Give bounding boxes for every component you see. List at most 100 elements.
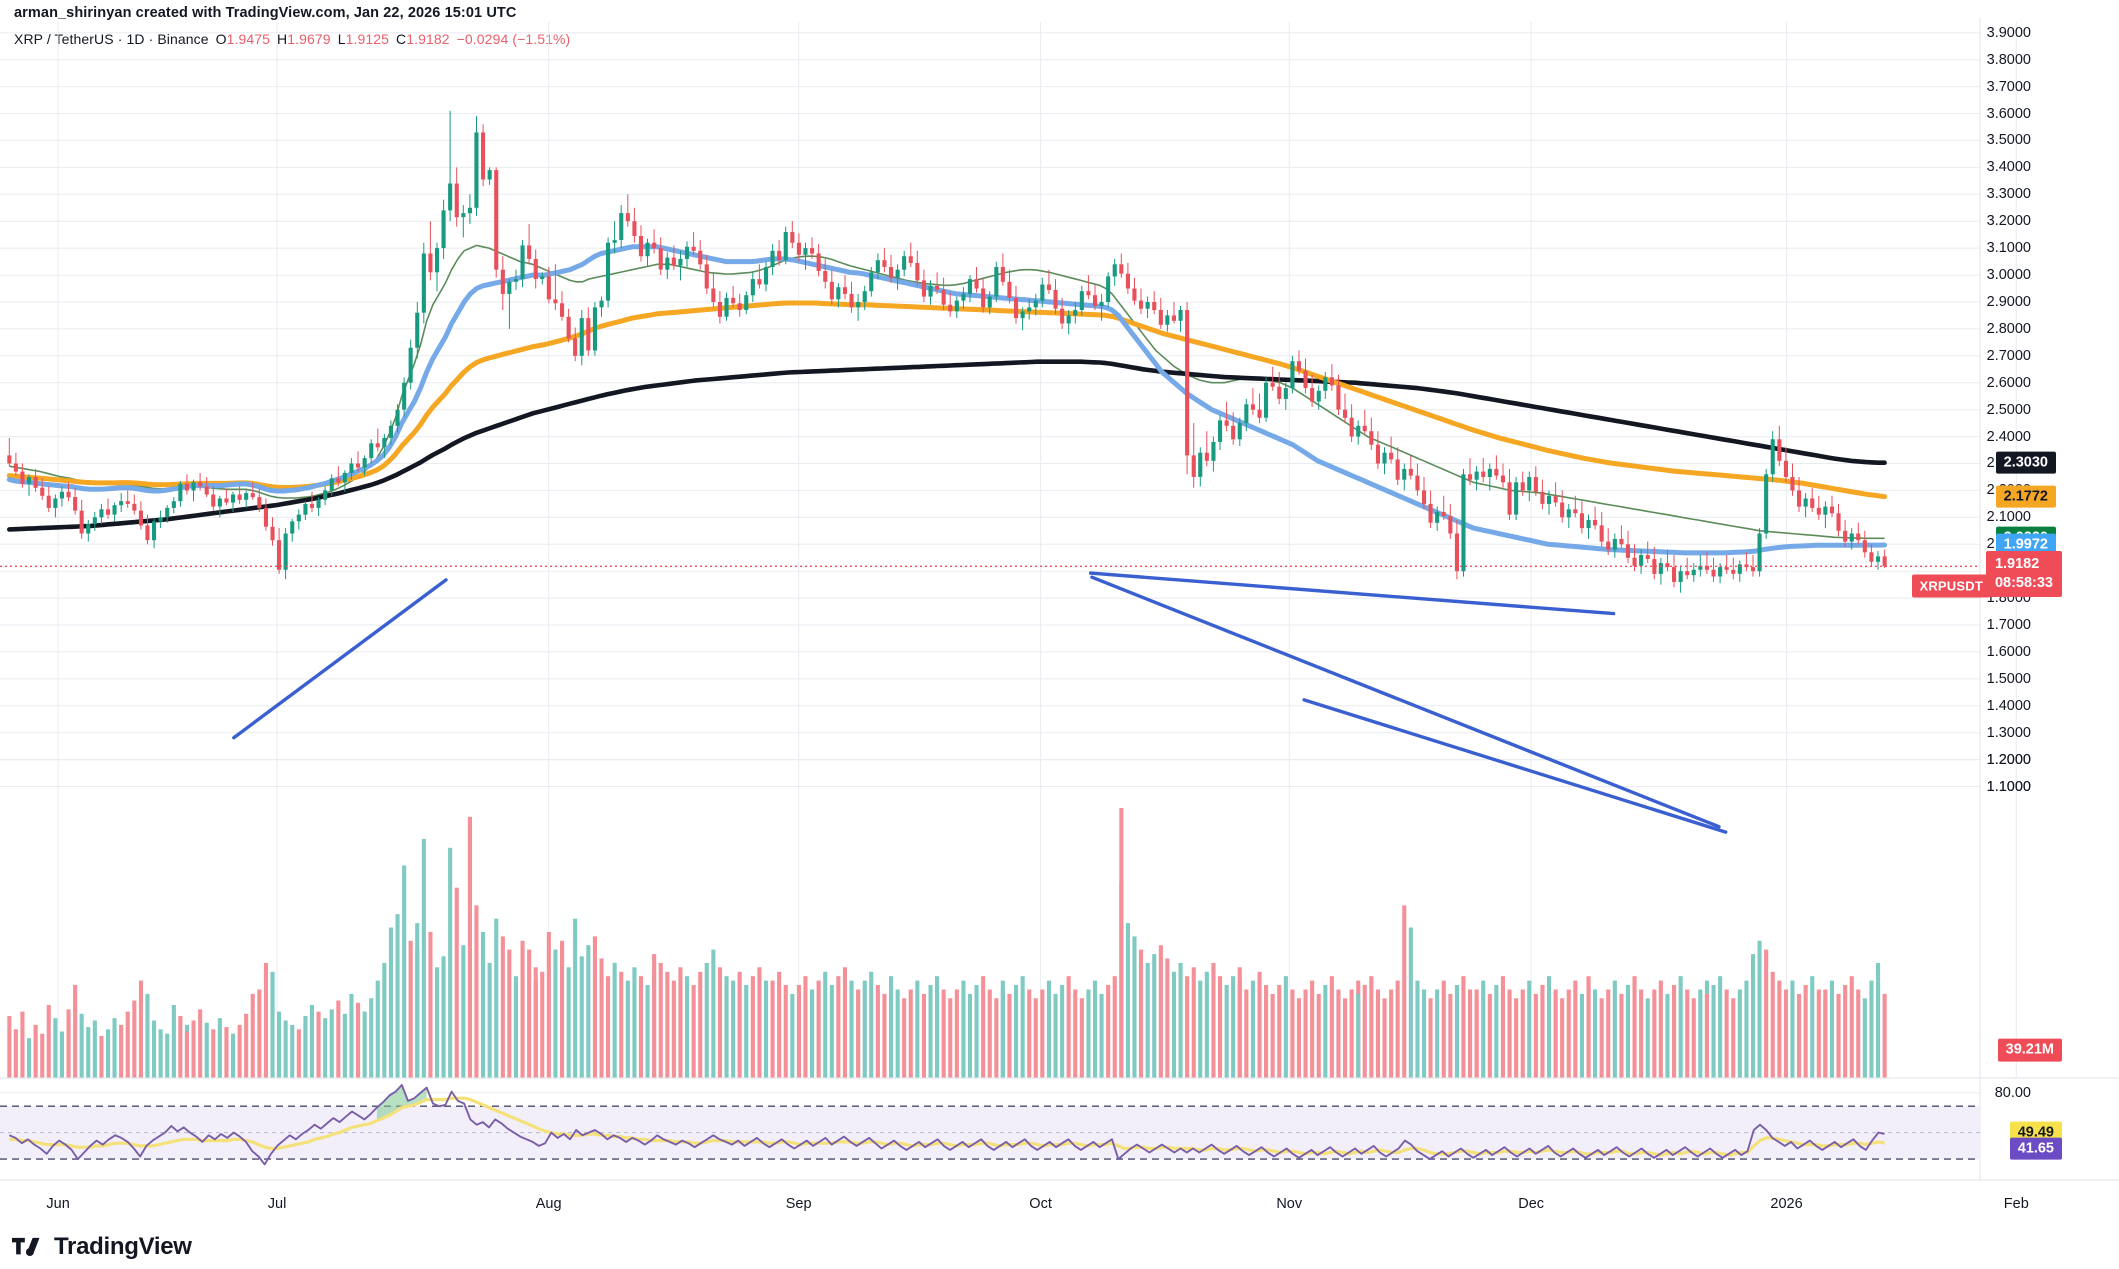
candle-body [1014, 297, 1019, 319]
candle-body [1764, 474, 1769, 534]
candle-body [685, 246, 690, 259]
candle-body [158, 517, 163, 522]
volume-bar [158, 1029, 163, 1078]
candle-body [7, 455, 12, 464]
candle-body [1704, 565, 1709, 570]
candle-body [1000, 267, 1005, 282]
candle-body [1139, 300, 1144, 309]
time-axis-tick-label: Oct [1029, 1196, 1052, 1212]
volume-bar [961, 980, 966, 1078]
candle-body [1843, 530, 1848, 542]
volume-bar [1685, 989, 1690, 1078]
candle-body [395, 409, 400, 426]
volume-bar [1691, 998, 1696, 1078]
candle-body [1296, 361, 1301, 371]
candle-body [112, 505, 117, 515]
volume-bar [270, 971, 275, 1078]
volume-bar [842, 967, 847, 1078]
candle-body [461, 213, 466, 218]
volume-bar [1797, 993, 1802, 1078]
candle-body [145, 525, 150, 541]
candle-body [356, 463, 361, 468]
volume-bar [849, 980, 854, 1078]
candle-body [770, 250, 775, 267]
time-axis-tick-label: Dec [1518, 1196, 1545, 1212]
candle-body [540, 276, 545, 280]
time-axis-tick-label: Jun [46, 1196, 70, 1212]
candle-body [1099, 302, 1104, 306]
candle-body [625, 213, 630, 222]
volume-bar [1132, 936, 1137, 1078]
candle-body [1711, 569, 1716, 577]
volume-bar [513, 976, 518, 1078]
candle-body [987, 296, 992, 308]
candle-body [638, 236, 643, 257]
last-price-tag[interactable]: 1.9182 08:58:33 [1985, 551, 2062, 598]
time-axis[interactable]: Jun Jul Aug Sep Oct Nov Dec 2026 Feb [0, 1192, 2119, 1222]
volume-bar [349, 993, 354, 1078]
candle-body [513, 279, 518, 282]
volume-bar [125, 1011, 130, 1078]
volume-bar [935, 976, 940, 1078]
volume-bar [1204, 971, 1209, 1078]
volume-bar [1257, 971, 1262, 1078]
chart-legend: XRP / TetherUS · 1D · Binance O1.9475 H1.9… [14, 31, 570, 47]
volume-bar [86, 1027, 91, 1078]
channel-lower[interactable] [1302, 698, 1728, 834]
candle-body [415, 312, 420, 348]
candle-body [204, 486, 209, 495]
volume-bar [1612, 980, 1617, 1078]
volume-bar [731, 980, 736, 1078]
candle-body [375, 443, 380, 448]
candle-body [981, 288, 986, 308]
volume-bar [171, 1005, 176, 1078]
candle-body [342, 472, 347, 483]
volume-bar [1231, 976, 1236, 1078]
volume-bar [178, 1016, 183, 1078]
candle-body [1829, 506, 1834, 514]
candle-body [1836, 513, 1841, 531]
descending-resistance-upper[interactable] [1088, 571, 1616, 616]
legend-open-value: 1.9475 [226, 31, 271, 47]
ascending-support[interactable] [232, 578, 448, 740]
rsi-axis-tick-label: 80.00 [1994, 1084, 2031, 1101]
candle-body [698, 250, 703, 265]
candle-body [494, 170, 499, 270]
volume-bar [27, 1038, 32, 1078]
symbol-tag[interactable]: XRPUSDT [1912, 574, 1990, 598]
volume-bar [1073, 989, 1078, 1078]
price-axis[interactable]: 3.9000 3.8000 3.7000 3.6000 3.5000 3.4000 3.30… [1912, 18, 2119, 1250]
candle-body [448, 183, 453, 211]
volume-bar [533, 980, 538, 1078]
legend-interval[interactable]: 1D [126, 31, 145, 47]
volume-bar [382, 962, 387, 1078]
candle-body [66, 491, 71, 498]
candle-body [1685, 571, 1690, 576]
candle-body [632, 221, 637, 236]
candle-body [862, 291, 867, 302]
volume-bar [290, 1024, 295, 1078]
moving-averages [6, 244, 1888, 556]
volume-bar [1382, 998, 1387, 1078]
volume-bar [20, 1011, 25, 1078]
candle-body [303, 503, 308, 515]
rsi-pane [0, 1084, 1980, 1166]
channel-upper[interactable] [1090, 575, 1721, 829]
candle-body [1343, 409, 1348, 418]
tradingview-wordmark: TradingView [54, 1233, 192, 1260]
candle-body [889, 267, 894, 278]
candle-body [1389, 452, 1394, 460]
candle-body [1119, 264, 1124, 274]
legend-close-value: 1.9182 [406, 31, 450, 47]
candle-body [1079, 291, 1084, 310]
candle-body [678, 258, 683, 266]
volume-last-value-badge: 39.21M [1997, 1038, 2062, 1062]
volume-bar [948, 998, 953, 1078]
candle-body [1283, 388, 1288, 399]
volume-bar [1625, 985, 1630, 1078]
legend-symbol[interactable]: XRP / TetherUS [14, 31, 114, 47]
candle-body [829, 281, 834, 300]
candle-body [362, 458, 367, 468]
price-axis-tick-label: 1.4000 [1986, 697, 2031, 714]
